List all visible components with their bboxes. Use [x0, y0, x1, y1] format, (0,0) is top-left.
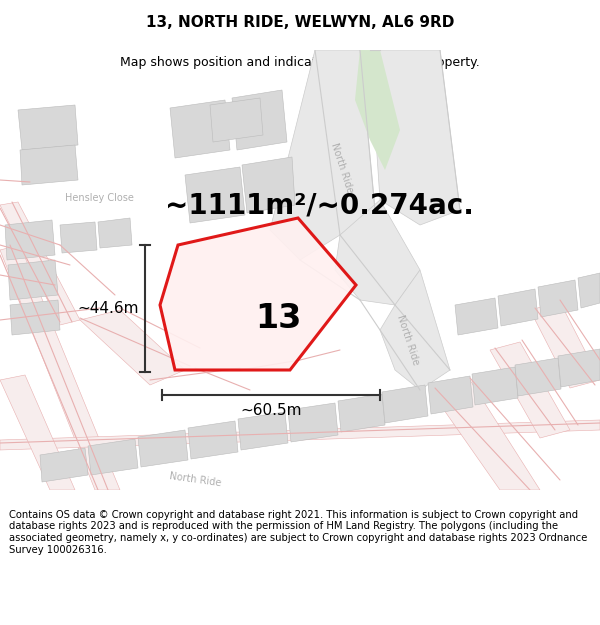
Polygon shape: [160, 218, 356, 370]
Polygon shape: [238, 412, 288, 450]
Polygon shape: [355, 50, 400, 170]
Polygon shape: [210, 98, 263, 142]
Polygon shape: [338, 394, 385, 432]
Polygon shape: [18, 105, 78, 150]
Polygon shape: [232, 90, 287, 150]
Polygon shape: [370, 50, 460, 225]
Polygon shape: [558, 349, 600, 387]
Text: ~44.6m: ~44.6m: [77, 301, 139, 316]
Polygon shape: [170, 100, 230, 158]
Polygon shape: [138, 430, 188, 467]
Polygon shape: [10, 300, 60, 335]
Polygon shape: [0, 420, 600, 450]
Polygon shape: [0, 375, 75, 490]
Polygon shape: [185, 167, 245, 223]
Text: ~60.5m: ~60.5m: [240, 403, 302, 418]
Polygon shape: [80, 310, 185, 385]
Text: North Ride: North Ride: [395, 314, 421, 366]
Polygon shape: [490, 342, 570, 438]
Polygon shape: [430, 380, 540, 490]
Polygon shape: [428, 376, 473, 414]
Polygon shape: [60, 222, 97, 253]
Polygon shape: [40, 448, 88, 482]
Polygon shape: [578, 273, 600, 308]
Polygon shape: [288, 403, 338, 442]
Polygon shape: [538, 280, 578, 317]
Text: Contains OS data © Crown copyright and database right 2021. This information is : Contains OS data © Crown copyright and d…: [9, 510, 587, 554]
Polygon shape: [188, 421, 238, 459]
Polygon shape: [515, 358, 561, 396]
Text: 13, NORTH RIDE, WELWYN, AL6 9RD: 13, NORTH RIDE, WELWYN, AL6 9RD: [146, 15, 454, 30]
Polygon shape: [98, 218, 132, 248]
Polygon shape: [472, 367, 518, 405]
Polygon shape: [498, 289, 538, 326]
Polygon shape: [0, 202, 80, 325]
Polygon shape: [0, 245, 120, 490]
Text: Hensley Close: Hensley Close: [65, 193, 134, 203]
Text: North Ride: North Ride: [329, 142, 355, 194]
Polygon shape: [380, 270, 450, 390]
Text: ~1111m²/~0.274ac.: ~1111m²/~0.274ac.: [165, 191, 474, 219]
Polygon shape: [5, 220, 55, 260]
Text: Map shows position and indicative extent of the property.: Map shows position and indicative extent…: [120, 56, 480, 69]
Polygon shape: [455, 298, 498, 335]
Polygon shape: [88, 439, 138, 475]
Polygon shape: [20, 145, 78, 185]
Polygon shape: [8, 260, 58, 300]
Polygon shape: [382, 385, 428, 423]
Polygon shape: [242, 157, 295, 213]
Polygon shape: [270, 50, 375, 260]
Text: North Ride: North Ride: [169, 471, 221, 489]
Polygon shape: [335, 200, 420, 305]
Polygon shape: [530, 302, 600, 388]
Text: 13: 13: [255, 301, 301, 334]
